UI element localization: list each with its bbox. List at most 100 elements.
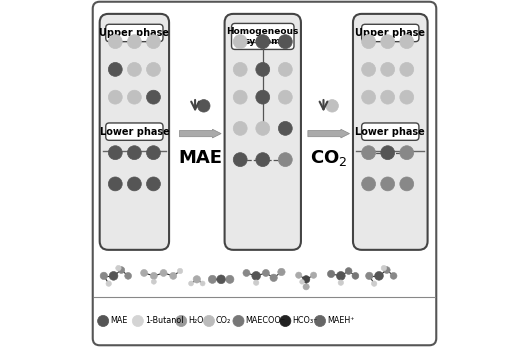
Circle shape (204, 315, 215, 327)
Circle shape (256, 90, 270, 104)
Circle shape (400, 146, 414, 160)
Circle shape (345, 268, 352, 274)
FancyBboxPatch shape (106, 24, 163, 42)
FancyBboxPatch shape (362, 123, 419, 140)
Circle shape (278, 153, 292, 167)
Circle shape (150, 272, 157, 279)
Text: MAE: MAE (178, 149, 222, 167)
Circle shape (303, 276, 310, 283)
FancyArrow shape (308, 129, 350, 138)
Circle shape (127, 90, 141, 104)
Circle shape (400, 62, 414, 76)
Circle shape (177, 268, 183, 274)
Circle shape (362, 146, 376, 160)
FancyBboxPatch shape (232, 24, 294, 50)
Circle shape (147, 35, 160, 49)
Text: MAEH⁺: MAEH⁺ (327, 316, 354, 325)
Circle shape (176, 315, 187, 327)
Text: CO$_2$: CO$_2$ (310, 148, 348, 168)
Text: H₂O: H₂O (188, 316, 204, 325)
Circle shape (296, 272, 302, 278)
Circle shape (278, 90, 292, 104)
Circle shape (381, 35, 395, 49)
Circle shape (362, 62, 376, 76)
Circle shape (200, 281, 205, 286)
Text: Upper phase: Upper phase (355, 28, 425, 38)
Circle shape (371, 281, 377, 286)
FancyBboxPatch shape (353, 14, 427, 250)
Circle shape (208, 275, 216, 283)
Circle shape (311, 272, 317, 278)
Circle shape (108, 177, 122, 191)
Circle shape (233, 315, 244, 327)
Circle shape (400, 35, 414, 49)
Text: CO₂: CO₂ (216, 316, 231, 325)
Circle shape (233, 62, 247, 76)
Circle shape (375, 271, 384, 280)
Text: 1-Butanol: 1-Butanol (145, 316, 183, 325)
Circle shape (118, 266, 125, 273)
Text: HCO₃⁻: HCO₃⁻ (292, 316, 317, 325)
FancyBboxPatch shape (362, 24, 419, 42)
Circle shape (362, 90, 376, 104)
Circle shape (132, 315, 143, 327)
Circle shape (193, 276, 200, 283)
Circle shape (278, 62, 292, 76)
Circle shape (280, 315, 291, 327)
Circle shape (106, 281, 112, 286)
Circle shape (381, 62, 395, 76)
Circle shape (151, 279, 157, 284)
Circle shape (233, 35, 247, 49)
Circle shape (217, 275, 225, 284)
Circle shape (147, 177, 160, 191)
Circle shape (270, 274, 277, 281)
Circle shape (381, 265, 387, 271)
Circle shape (278, 268, 285, 276)
Circle shape (108, 146, 122, 160)
Circle shape (243, 270, 250, 277)
Text: Lower phase: Lower phase (99, 127, 169, 137)
Circle shape (125, 272, 132, 279)
Circle shape (314, 315, 325, 327)
Circle shape (127, 177, 141, 191)
Circle shape (327, 270, 335, 278)
Text: MAECOO⁻: MAECOO⁻ (245, 316, 286, 325)
Circle shape (197, 100, 210, 112)
Circle shape (233, 153, 247, 167)
Circle shape (381, 146, 395, 160)
Text: MAE: MAE (110, 316, 127, 325)
Circle shape (300, 279, 304, 284)
FancyBboxPatch shape (225, 14, 301, 250)
Circle shape (256, 35, 270, 49)
Circle shape (108, 62, 122, 76)
Circle shape (147, 62, 160, 76)
Circle shape (127, 146, 141, 160)
Text: Upper phase: Upper phase (99, 28, 169, 38)
Circle shape (390, 272, 397, 279)
Circle shape (256, 153, 270, 167)
Circle shape (160, 270, 167, 277)
Circle shape (381, 177, 395, 191)
Circle shape (256, 121, 270, 135)
Circle shape (326, 100, 339, 112)
Circle shape (233, 90, 247, 104)
Circle shape (147, 146, 160, 160)
Circle shape (336, 271, 345, 280)
Circle shape (226, 275, 234, 283)
Circle shape (338, 280, 343, 285)
Text: Lower phase: Lower phase (355, 127, 425, 137)
Circle shape (127, 62, 141, 76)
Circle shape (116, 265, 121, 271)
Circle shape (303, 283, 309, 290)
FancyArrow shape (179, 129, 221, 138)
Circle shape (127, 35, 141, 49)
Circle shape (170, 272, 177, 279)
Circle shape (252, 271, 261, 280)
Circle shape (233, 121, 247, 135)
Circle shape (384, 266, 390, 273)
Circle shape (278, 121, 292, 135)
Circle shape (253, 280, 259, 285)
Circle shape (278, 35, 292, 49)
Circle shape (362, 35, 376, 49)
Circle shape (108, 35, 122, 49)
